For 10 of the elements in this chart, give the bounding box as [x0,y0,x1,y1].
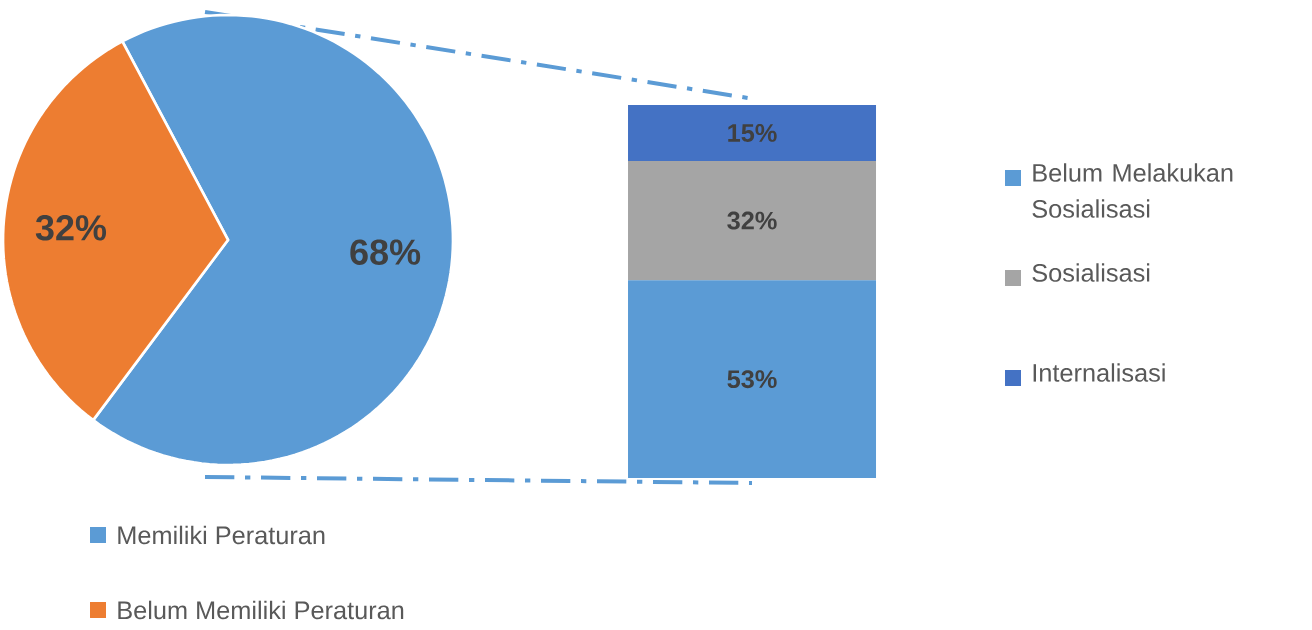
legend-label: Belum Melakukan Sosialisasi [1032,163,1233,218]
data-label: 53% [727,370,777,389]
data-label: 32% [727,211,777,230]
legend-label: Memiliki Peraturan [118,525,325,545]
legend-label: Belum Memiliki Peraturan [118,600,404,620]
data-label: 32% [35,215,107,241]
legend-label: Internalisasi [1033,363,1165,382]
legend-label: Sosialisasi [1032,263,1150,282]
data-label: 15% [728,124,777,142]
data-label: 68% [350,239,421,265]
